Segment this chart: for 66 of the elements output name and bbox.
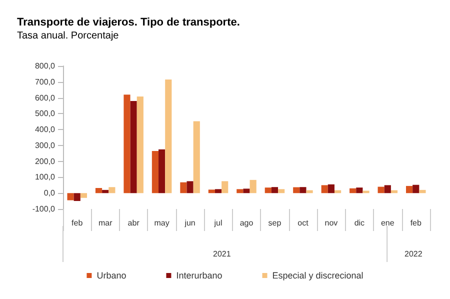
chart-title: Transporte de viajeros. Tipo de transporte. [17,16,240,28]
bar [108,187,116,194]
bar [95,188,102,194]
y-tick-label: 400,0 [34,125,56,134]
y-tick-label: 0,0 [44,188,56,198]
y-tick-label: 600,0 [34,93,56,102]
x-tick-label: feb [410,218,422,228]
bar [152,151,159,194]
y-tick-label: 500,0 [34,109,56,118]
bar [124,94,130,194]
bar [356,188,363,194]
y-tick-label: 700,0 [34,77,56,86]
bar [350,188,356,194]
x-tick-label: ene [380,218,395,228]
y-tick-label: 100,0 [34,172,56,182]
bar [130,100,137,194]
bar [193,121,200,194]
bar [208,190,215,194]
x-tick-label: abr [128,218,140,228]
legend-label: Urbano [96,270,126,280]
x-tick-label: dic [354,218,365,228]
legend-label: Interurbano [176,270,222,280]
bar [165,80,172,194]
bar [236,189,244,194]
bar [278,189,285,194]
bar [406,186,413,194]
y-tick-label: 200,0 [34,156,56,166]
x-tick-label: sep [268,218,282,228]
bar [419,190,426,194]
x-tick-label: oct [298,218,310,228]
y-tick-label: 800,0 [34,62,56,70]
bar [362,190,370,194]
text: 2022 [404,250,423,258]
bar [186,181,194,194]
y-tick-label: -100,0 [32,204,56,214]
bar [328,184,334,194]
bar [136,96,144,194]
bar [80,193,87,198]
bar [412,184,420,194]
bar [321,185,328,194]
x-tick-label: jun [184,218,196,228]
x-tick-label: may [154,218,170,228]
bar [102,190,109,194]
y-tick-label: 300,0 [34,140,56,150]
x-tick-label: nov [324,218,338,228]
bar [264,188,272,194]
bar [300,187,306,194]
chart-subtitle: Tasa anual. Porcentaje [17,30,120,42]
bar [293,187,300,194]
bar [74,193,80,202]
bar [214,189,222,194]
bar [67,193,74,200]
bar [378,186,384,194]
legend-label: Especial y discrecional [272,270,364,280]
bar [243,188,250,194]
bar [384,185,391,194]
x-tick-label: ago [240,218,254,228]
bar [250,180,256,194]
bar [180,182,187,194]
text: 2021 [213,250,232,258]
x-tick-label: mar [98,218,113,228]
bar [158,149,166,194]
bar [271,187,278,194]
x-tick-label: jul [213,218,222,228]
bar [222,181,228,194]
x-tick-label: feb [72,218,84,228]
